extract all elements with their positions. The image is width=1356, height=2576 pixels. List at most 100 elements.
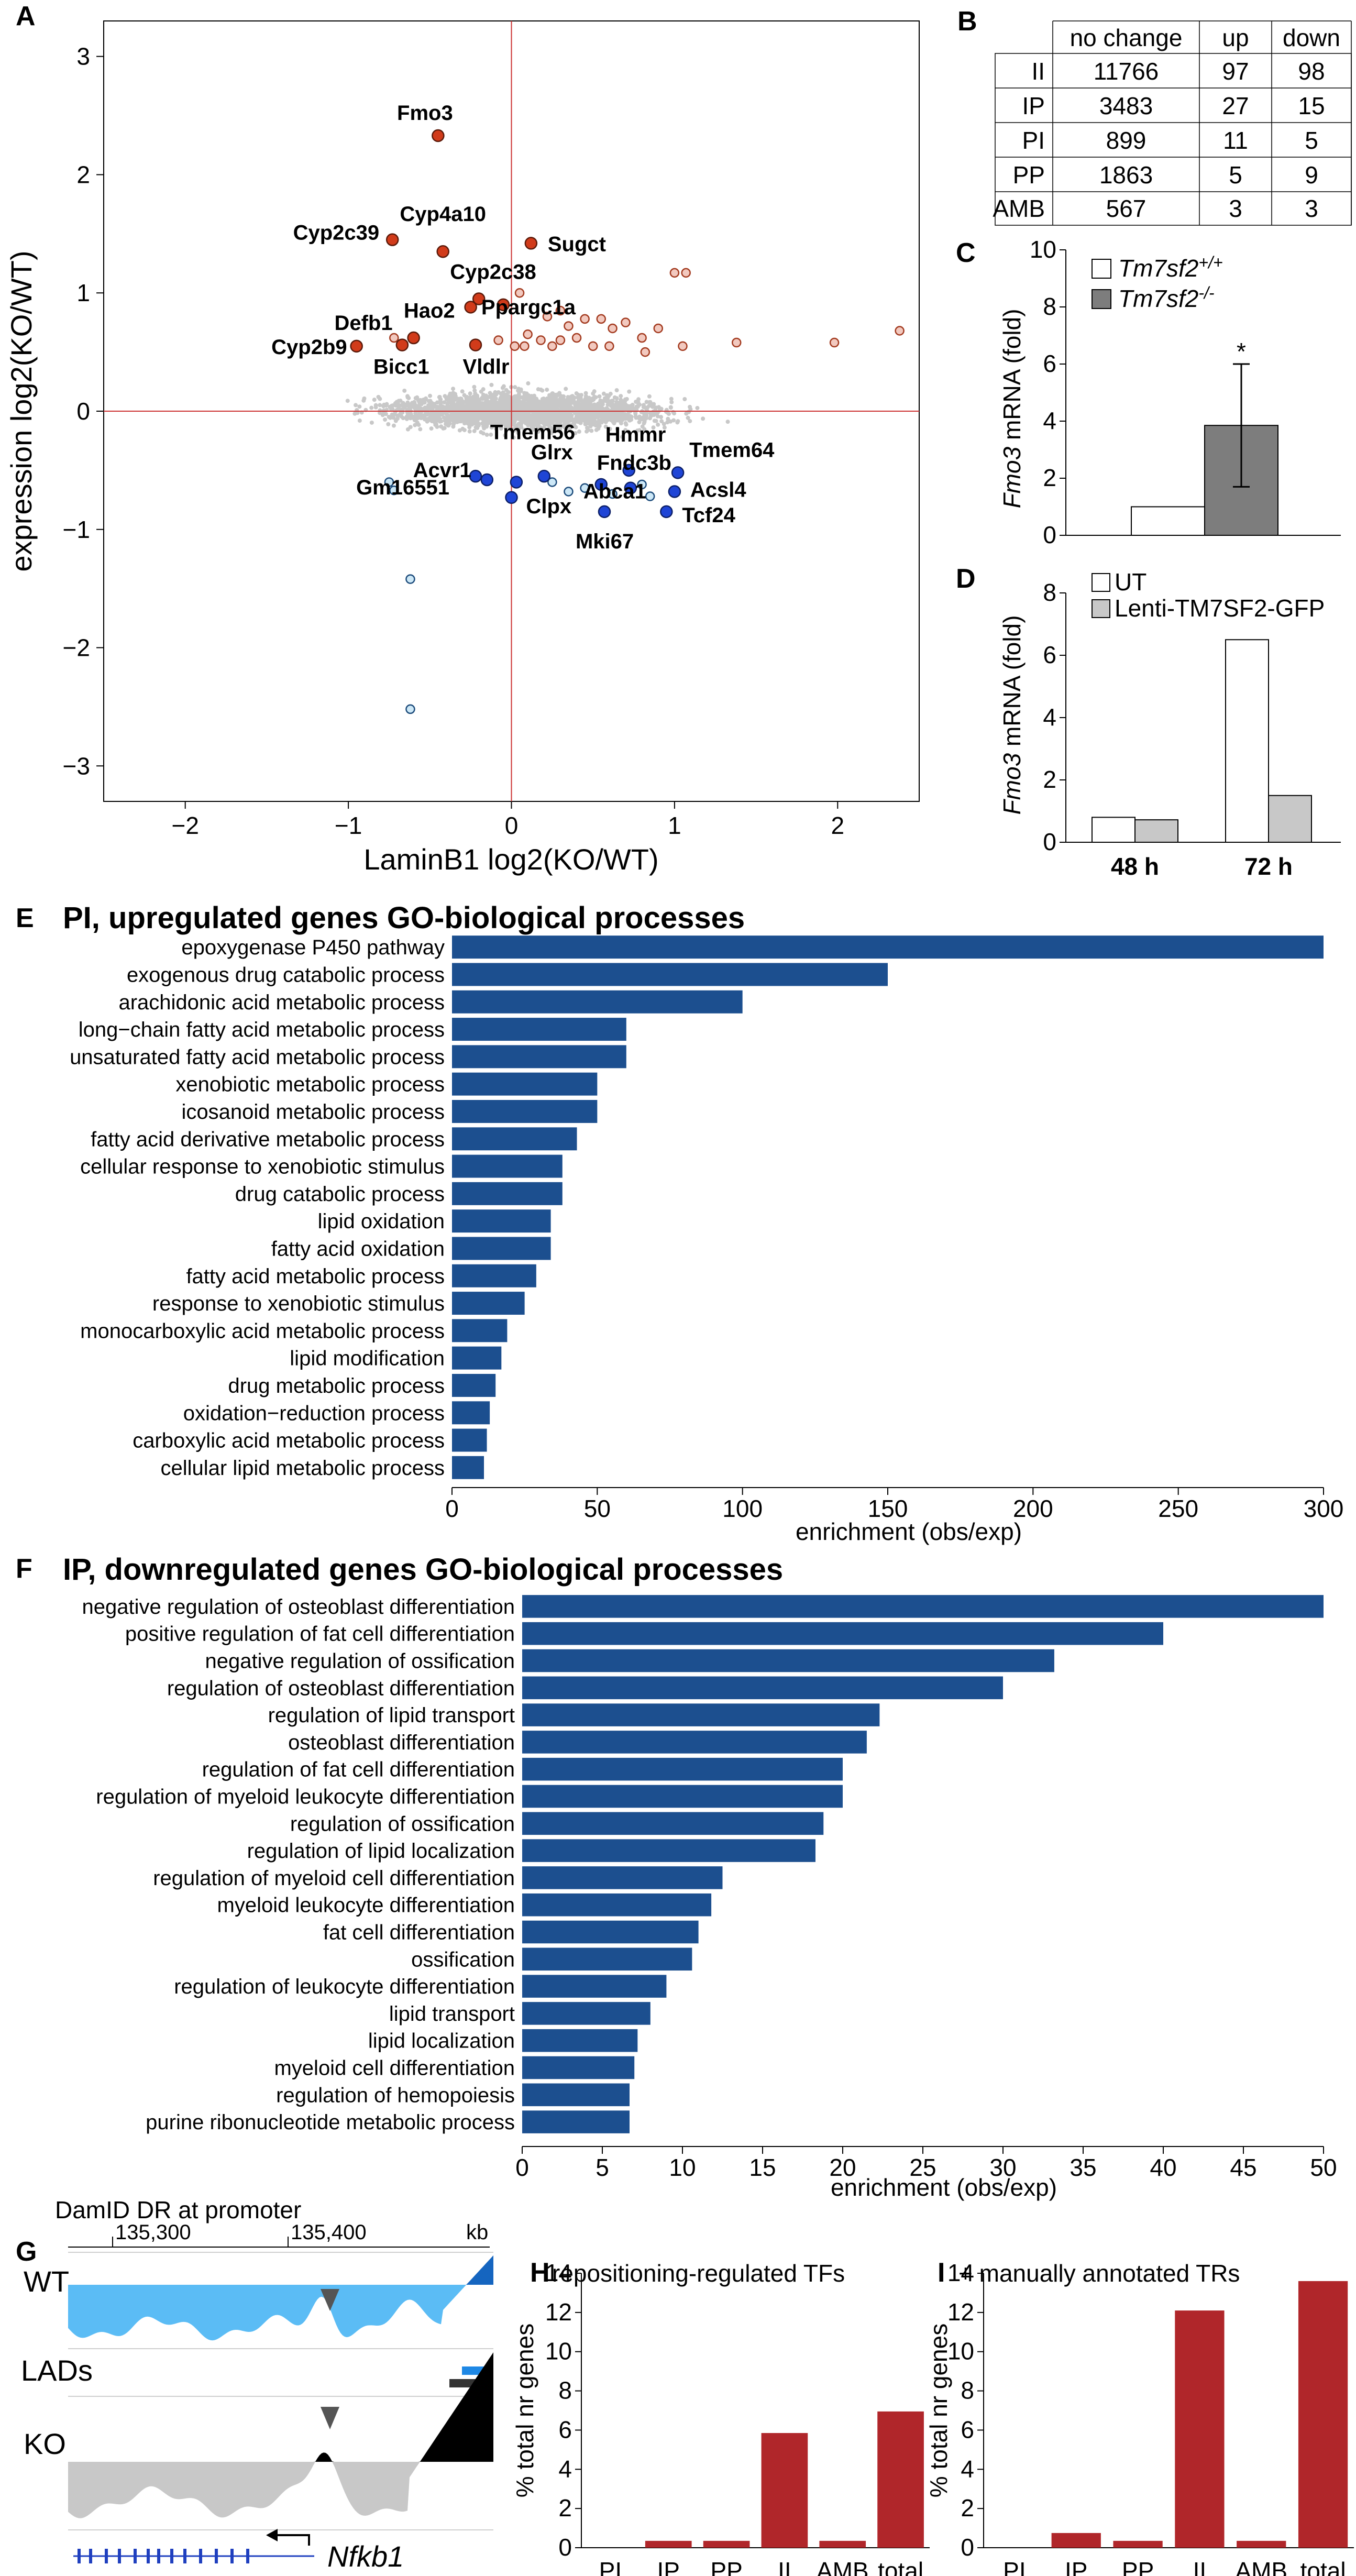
x-tick-label: 200	[1013, 1495, 1053, 1522]
background-point	[601, 391, 606, 396]
background-point	[483, 415, 488, 420]
background-point	[467, 429, 472, 434]
background-point	[459, 400, 464, 404]
y-axis: 0 2 4 6 8	[1043, 579, 1341, 855]
background-point	[686, 415, 690, 420]
background-point	[391, 423, 396, 428]
bar-label: positive regulation of fat cell differen…	[125, 1623, 515, 1646]
x-tick-label: PP	[1122, 2557, 1154, 2576]
background-point	[442, 415, 446, 420]
background-point	[662, 422, 666, 426]
bar-label: ossification	[411, 1948, 515, 1971]
background-point	[492, 418, 497, 423]
background-point	[497, 414, 501, 419]
background-point	[567, 412, 572, 417]
background-point	[433, 423, 438, 427]
background-point	[516, 389, 521, 394]
bars: *	[1131, 338, 1278, 536]
bar-label: lipid transport	[389, 2002, 515, 2025]
bar-label: unsaturated fatty acid metabolic process	[70, 1045, 445, 1069]
x-tick-label: 72 h	[1244, 853, 1293, 880]
background-point	[440, 406, 445, 411]
bar	[522, 1785, 843, 1808]
bar-label: lipid localization	[368, 2030, 515, 2053]
bar-label: regulation of fat cell differentiation	[202, 1758, 515, 1781]
background-point	[621, 399, 625, 404]
coord-label: 135,400	[291, 2221, 367, 2244]
bar	[1237, 2540, 1286, 2548]
background-point	[536, 387, 541, 392]
data-point	[520, 341, 530, 351]
x-tick-label: 48 h	[1111, 853, 1159, 880]
x-tick-label: II	[1193, 2557, 1207, 2576]
background-point	[516, 431, 521, 435]
data-point	[480, 473, 494, 487]
background-point	[451, 422, 456, 426]
background-point	[527, 420, 532, 424]
y-tick-label: 1	[76, 279, 90, 306]
background-point	[541, 417, 545, 422]
bar	[522, 1975, 667, 1998]
exon	[215, 2549, 218, 2563]
background-point	[541, 421, 546, 425]
background-point	[541, 426, 546, 431]
data-point	[645, 491, 655, 501]
table-cell: 27	[1222, 92, 1249, 119]
x-tick-label: 1	[668, 812, 681, 839]
legend-swatch	[1092, 573, 1110, 592]
gene-name: Nfkb1	[327, 2540, 404, 2573]
gene-model: Nfkb1	[73, 2529, 404, 2573]
data-point	[731, 337, 742, 348]
bar	[452, 1346, 502, 1370]
background-point	[424, 417, 428, 422]
background-point	[432, 403, 437, 408]
bar-label: fatty acid derivative metabolic process	[91, 1128, 445, 1151]
background-point	[405, 394, 410, 399]
y-tick-label: 8	[1043, 579, 1056, 606]
background-point	[626, 410, 631, 414]
bar-label: lipid oxidation	[318, 1210, 445, 1233]
background-point	[380, 413, 385, 417]
background-point	[534, 397, 539, 401]
background-point	[548, 425, 553, 430]
background-point	[535, 426, 540, 431]
background-point	[523, 415, 528, 420]
bars: 48 h 72 h	[1092, 639, 1312, 880]
x-tick-label: 40	[1150, 2154, 1176, 2181]
gene-label: Gm16551	[356, 476, 449, 499]
data-point	[564, 487, 574, 497]
gene-label: Abca1	[583, 480, 646, 503]
background-point	[522, 419, 527, 423]
background-point	[634, 400, 638, 404]
axis-ticks: −2 −1 0 1 2 3 2 1 0 −1 −2 −3	[63, 43, 845, 839]
background-point	[412, 402, 417, 406]
background-point	[483, 421, 488, 426]
background-point	[476, 406, 481, 411]
bar-label: regulation of myeloid leukocyte differen…	[96, 1786, 515, 1809]
background-point	[555, 399, 560, 404]
bar-label: myeloid leukocyte differentiation	[217, 1894, 515, 1917]
y-tick-label: 6	[1043, 350, 1056, 377]
background-point	[516, 414, 521, 419]
x-tick-label: −2	[171, 812, 199, 839]
background-point	[627, 389, 632, 394]
background-point	[672, 411, 677, 416]
background-point	[615, 426, 620, 431]
background-point	[594, 427, 599, 432]
bar	[452, 1237, 551, 1260]
background-point	[462, 428, 467, 433]
background-point	[469, 411, 474, 415]
background-point	[511, 435, 516, 440]
background-point	[501, 412, 506, 416]
data-point	[668, 485, 681, 498]
bar	[877, 2411, 924, 2548]
background-point	[649, 403, 654, 408]
background-point	[527, 406, 532, 411]
background-point	[416, 413, 421, 417]
background-point	[462, 421, 467, 426]
background-point	[669, 397, 674, 401]
data-point	[464, 301, 477, 314]
data-point	[524, 237, 538, 250]
background-point	[537, 402, 542, 406]
background-point	[428, 399, 433, 403]
